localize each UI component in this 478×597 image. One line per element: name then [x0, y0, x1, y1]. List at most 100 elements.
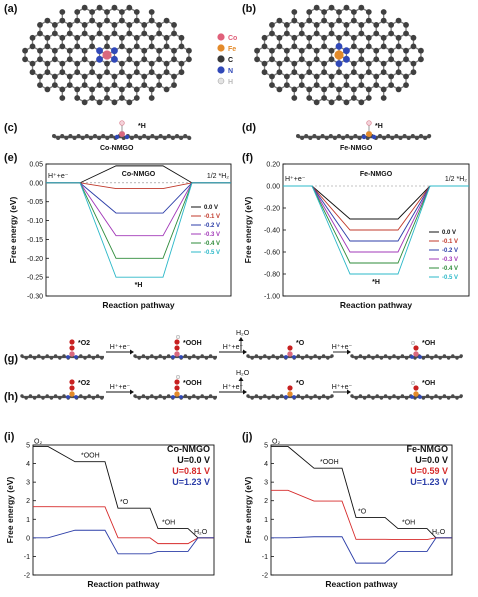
c-atom [22, 47, 28, 54]
c-atom [126, 73, 133, 80]
c-atom [51, 56, 58, 63]
c-atom [156, 73, 163, 80]
c-atom [133, 9, 140, 15]
c-atom [317, 356, 322, 360]
metal-atom [69, 351, 75, 357]
c-atom [336, 17, 342, 24]
c-atom [313, 47, 320, 54]
c-atom [371, 356, 375, 360]
c-atom [321, 43, 328, 50]
c-atom [148, 69, 155, 76]
c-atom [133, 354, 137, 358]
c-atom [156, 82, 163, 88]
c-atom [380, 69, 387, 76]
n-atom [343, 55, 350, 63]
co-atom-icon [217, 33, 225, 41]
n-atom [114, 134, 120, 140]
c-atom [141, 47, 148, 54]
c-atom [68, 134, 73, 138]
c-atom [170, 136, 175, 140]
c-atom [298, 47, 305, 54]
right-state-label: 1/2 *H₂ [445, 176, 467, 183]
c-atom [162, 356, 167, 360]
metal-atom [413, 391, 419, 397]
c-atom [87, 394, 91, 398]
c-atom [365, 86, 372, 93]
c-atom [96, 73, 103, 80]
state-label-h2o: H₂O [432, 529, 446, 536]
legend-label: -0.3 V [442, 257, 458, 263]
state-label-h2o: H₂O [194, 529, 208, 536]
adsorbate-3 [410, 380, 419, 391]
c-atom [154, 396, 158, 400]
c-atom [309, 396, 313, 400]
c-atom [388, 82, 395, 88]
y-tick-label: 0.00 [266, 184, 280, 191]
n-atom [284, 355, 288, 359]
left-state-label: H⁺+e⁻ [285, 176, 306, 183]
c-atom [156, 22, 163, 28]
h-atom [175, 334, 181, 340]
c-atom [96, 4, 103, 11]
c-atom [357, 136, 362, 140]
c-atom [380, 43, 387, 50]
panel-label-h: (h) [4, 391, 18, 403]
c-atom [29, 69, 36, 76]
c-atom [49, 396, 54, 400]
c-atom [97, 136, 102, 140]
c-atom [261, 43, 268, 50]
c-atom [134, 134, 138, 138]
c-atom [279, 394, 284, 398]
c-atom [321, 17, 328, 24]
c-atom [269, 73, 275, 80]
c-atom [45, 354, 49, 358]
c-atom [178, 69, 185, 76]
c-atom [111, 4, 118, 11]
c-atom [365, 43, 372, 50]
n-atom [111, 55, 118, 63]
fe-nmgo-structure-label: Fe-NMGO [340, 145, 373, 152]
c-atom [187, 396, 192, 400]
series-line--01V [283, 185, 469, 231]
c-atom [451, 354, 455, 358]
c-atom [105, 136, 110, 140]
state-label-oh: *OH [162, 520, 175, 527]
c-atom [96, 99, 103, 106]
n-atom [418, 355, 422, 359]
c-atom [254, 47, 260, 54]
c-atom [455, 356, 459, 360]
c-atom [276, 86, 283, 93]
c-atom [459, 394, 463, 398]
c-atom [118, 69, 125, 76]
c-atom [37, 82, 43, 88]
n-atom [361, 134, 367, 140]
panel-label-g: (g) [4, 353, 18, 365]
c-atom [328, 30, 335, 37]
arrow-right-icon [347, 389, 351, 395]
c-atom [371, 396, 375, 400]
c-atom [83, 356, 87, 360]
c-atom [126, 47, 133, 54]
c-atom [305, 354, 309, 358]
co-atom [102, 50, 112, 60]
c-atom [138, 136, 143, 140]
c-atom [158, 354, 162, 358]
right-state-label: 1/2 *H₂ [207, 173, 229, 180]
c-atom [80, 136, 85, 140]
c-atom [81, 99, 88, 106]
legend-entry: U=0.81 V [172, 466, 210, 476]
c-atom [296, 394, 301, 398]
c-atom [388, 30, 395, 37]
c-atom [183, 394, 188, 398]
c-atom [145, 356, 150, 360]
panel-label-c: (c) [4, 122, 18, 134]
series-line-U081V [33, 506, 214, 545]
c-atom [313, 354, 317, 358]
x-axis-label: Reaction pathway [87, 579, 160, 589]
n-atom [343, 47, 350, 55]
c-atom [133, 17, 140, 24]
svg-text:Co: Co [228, 35, 237, 42]
c-atom [89, 34, 96, 41]
c-atom [291, 34, 298, 41]
c-atom [365, 17, 372, 24]
